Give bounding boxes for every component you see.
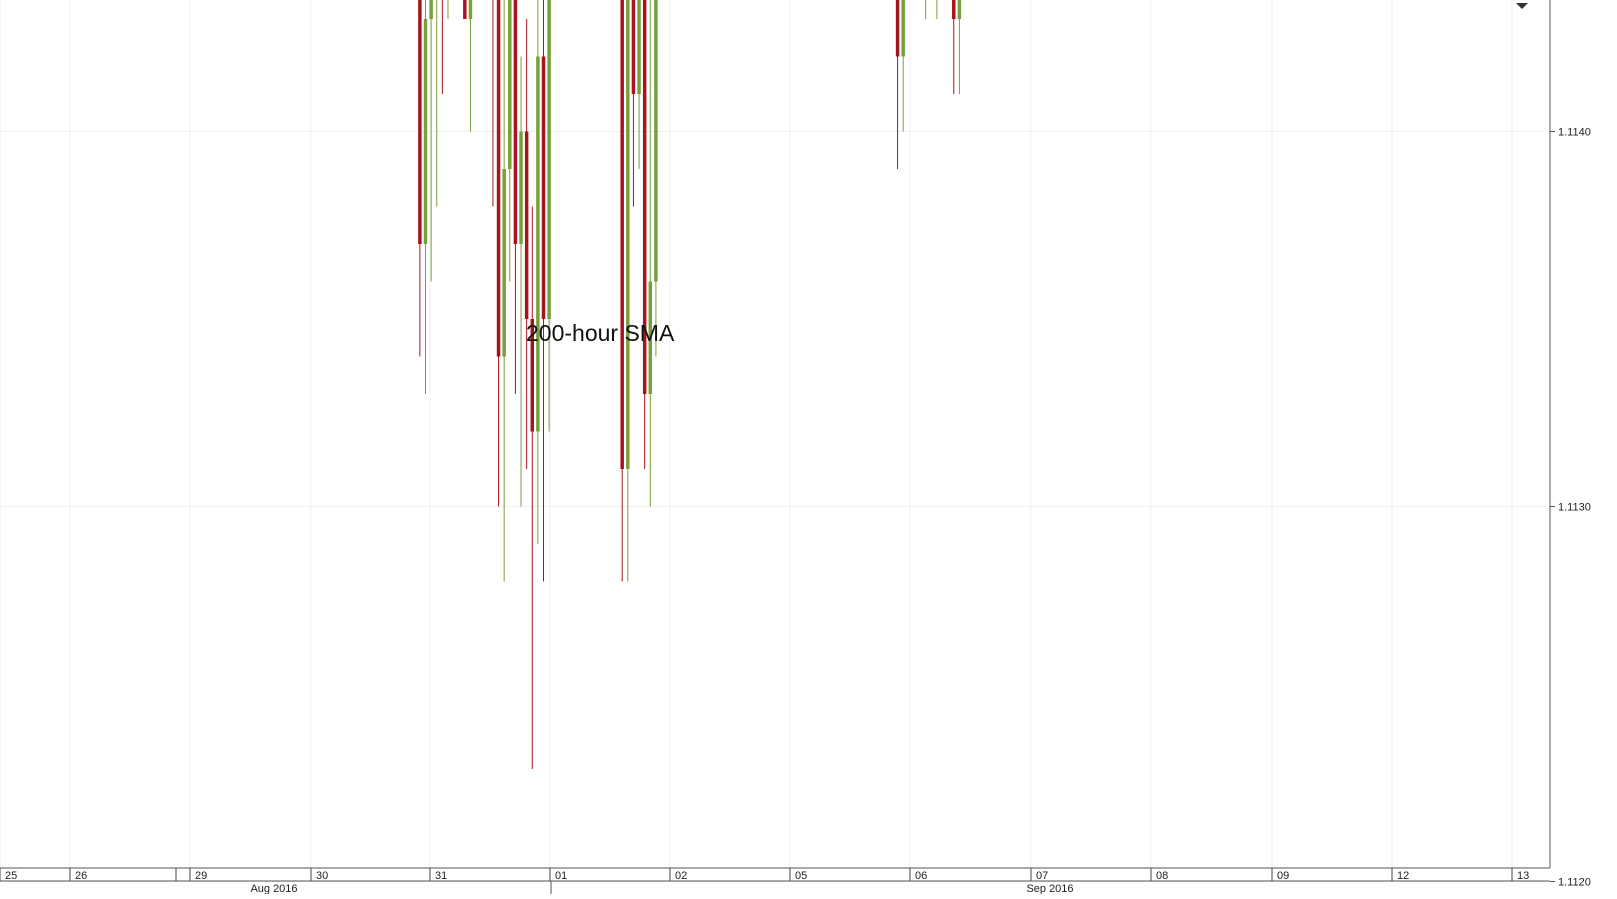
x-tick-label: 02 — [675, 870, 687, 882]
x-tick-label: 25 — [5, 870, 17, 882]
candle-body — [642, 0, 647, 394]
candle-body — [524, 131, 529, 319]
candle-body — [620, 0, 624, 469]
candle-body — [895, 0, 900, 57]
candle-body — [429, 0, 433, 19]
candle-body — [463, 0, 467, 19]
candle-body — [626, 0, 630, 469]
candle-body — [901, 0, 905, 57]
candle-body — [502, 169, 506, 357]
candle-body — [513, 0, 518, 244]
candle-body — [468, 0, 473, 19]
x-tick-label: 12 — [1397, 870, 1409, 882]
candle-body — [952, 0, 956, 19]
x-tick-label: 07 — [1036, 870, 1048, 882]
axes: 1.13401.13301.13201.13101.13001.12901.12… — [0, 0, 1591, 895]
candle-body — [637, 0, 641, 94]
candle-body — [541, 56, 546, 319]
candle-body — [648, 281, 653, 394]
candle-body — [508, 0, 512, 169]
x-tick-label: 30 — [316, 870, 328, 882]
candle-body — [496, 0, 501, 357]
y-tick-label: 1.1120 — [1558, 877, 1591, 889]
x-tick-label: 31 — [435, 870, 447, 882]
month-label: Aug 2016 — [250, 883, 297, 894]
x-tick-label: 06 — [915, 870, 927, 882]
candle-body — [423, 19, 428, 244]
candle-body — [530, 319, 535, 432]
y-tick-label: 1.1130 — [1558, 502, 1591, 514]
x-tick-label: 26 — [75, 870, 87, 882]
x-tick-label: 05 — [795, 870, 807, 882]
candle-body — [536, 56, 540, 432]
candle-body — [957, 0, 962, 19]
x-tick-label: 29 — [195, 870, 207, 882]
x-tick-label: 01 — [555, 870, 567, 882]
x-tick-label: 08 — [1156, 870, 1168, 882]
y-tick-label: 1.1140 — [1558, 127, 1591, 139]
candle-body — [519, 131, 523, 244]
candle-body — [418, 0, 422, 244]
candle-body — [547, 0, 551, 319]
candlestick-series — [418, 0, 962, 769]
chart-menu-chevron-down-icon[interactable] — [1516, 3, 1528, 9]
x-tick-label: 09 — [1277, 870, 1289, 882]
candle-body — [654, 0, 658, 282]
candle-body — [631, 0, 636, 94]
month-label: Sep 2016 — [1026, 883, 1073, 894]
sma-annotation-label: 200-hour SMA — [526, 320, 675, 346]
x-tick-label: 13 — [1517, 870, 1529, 882]
